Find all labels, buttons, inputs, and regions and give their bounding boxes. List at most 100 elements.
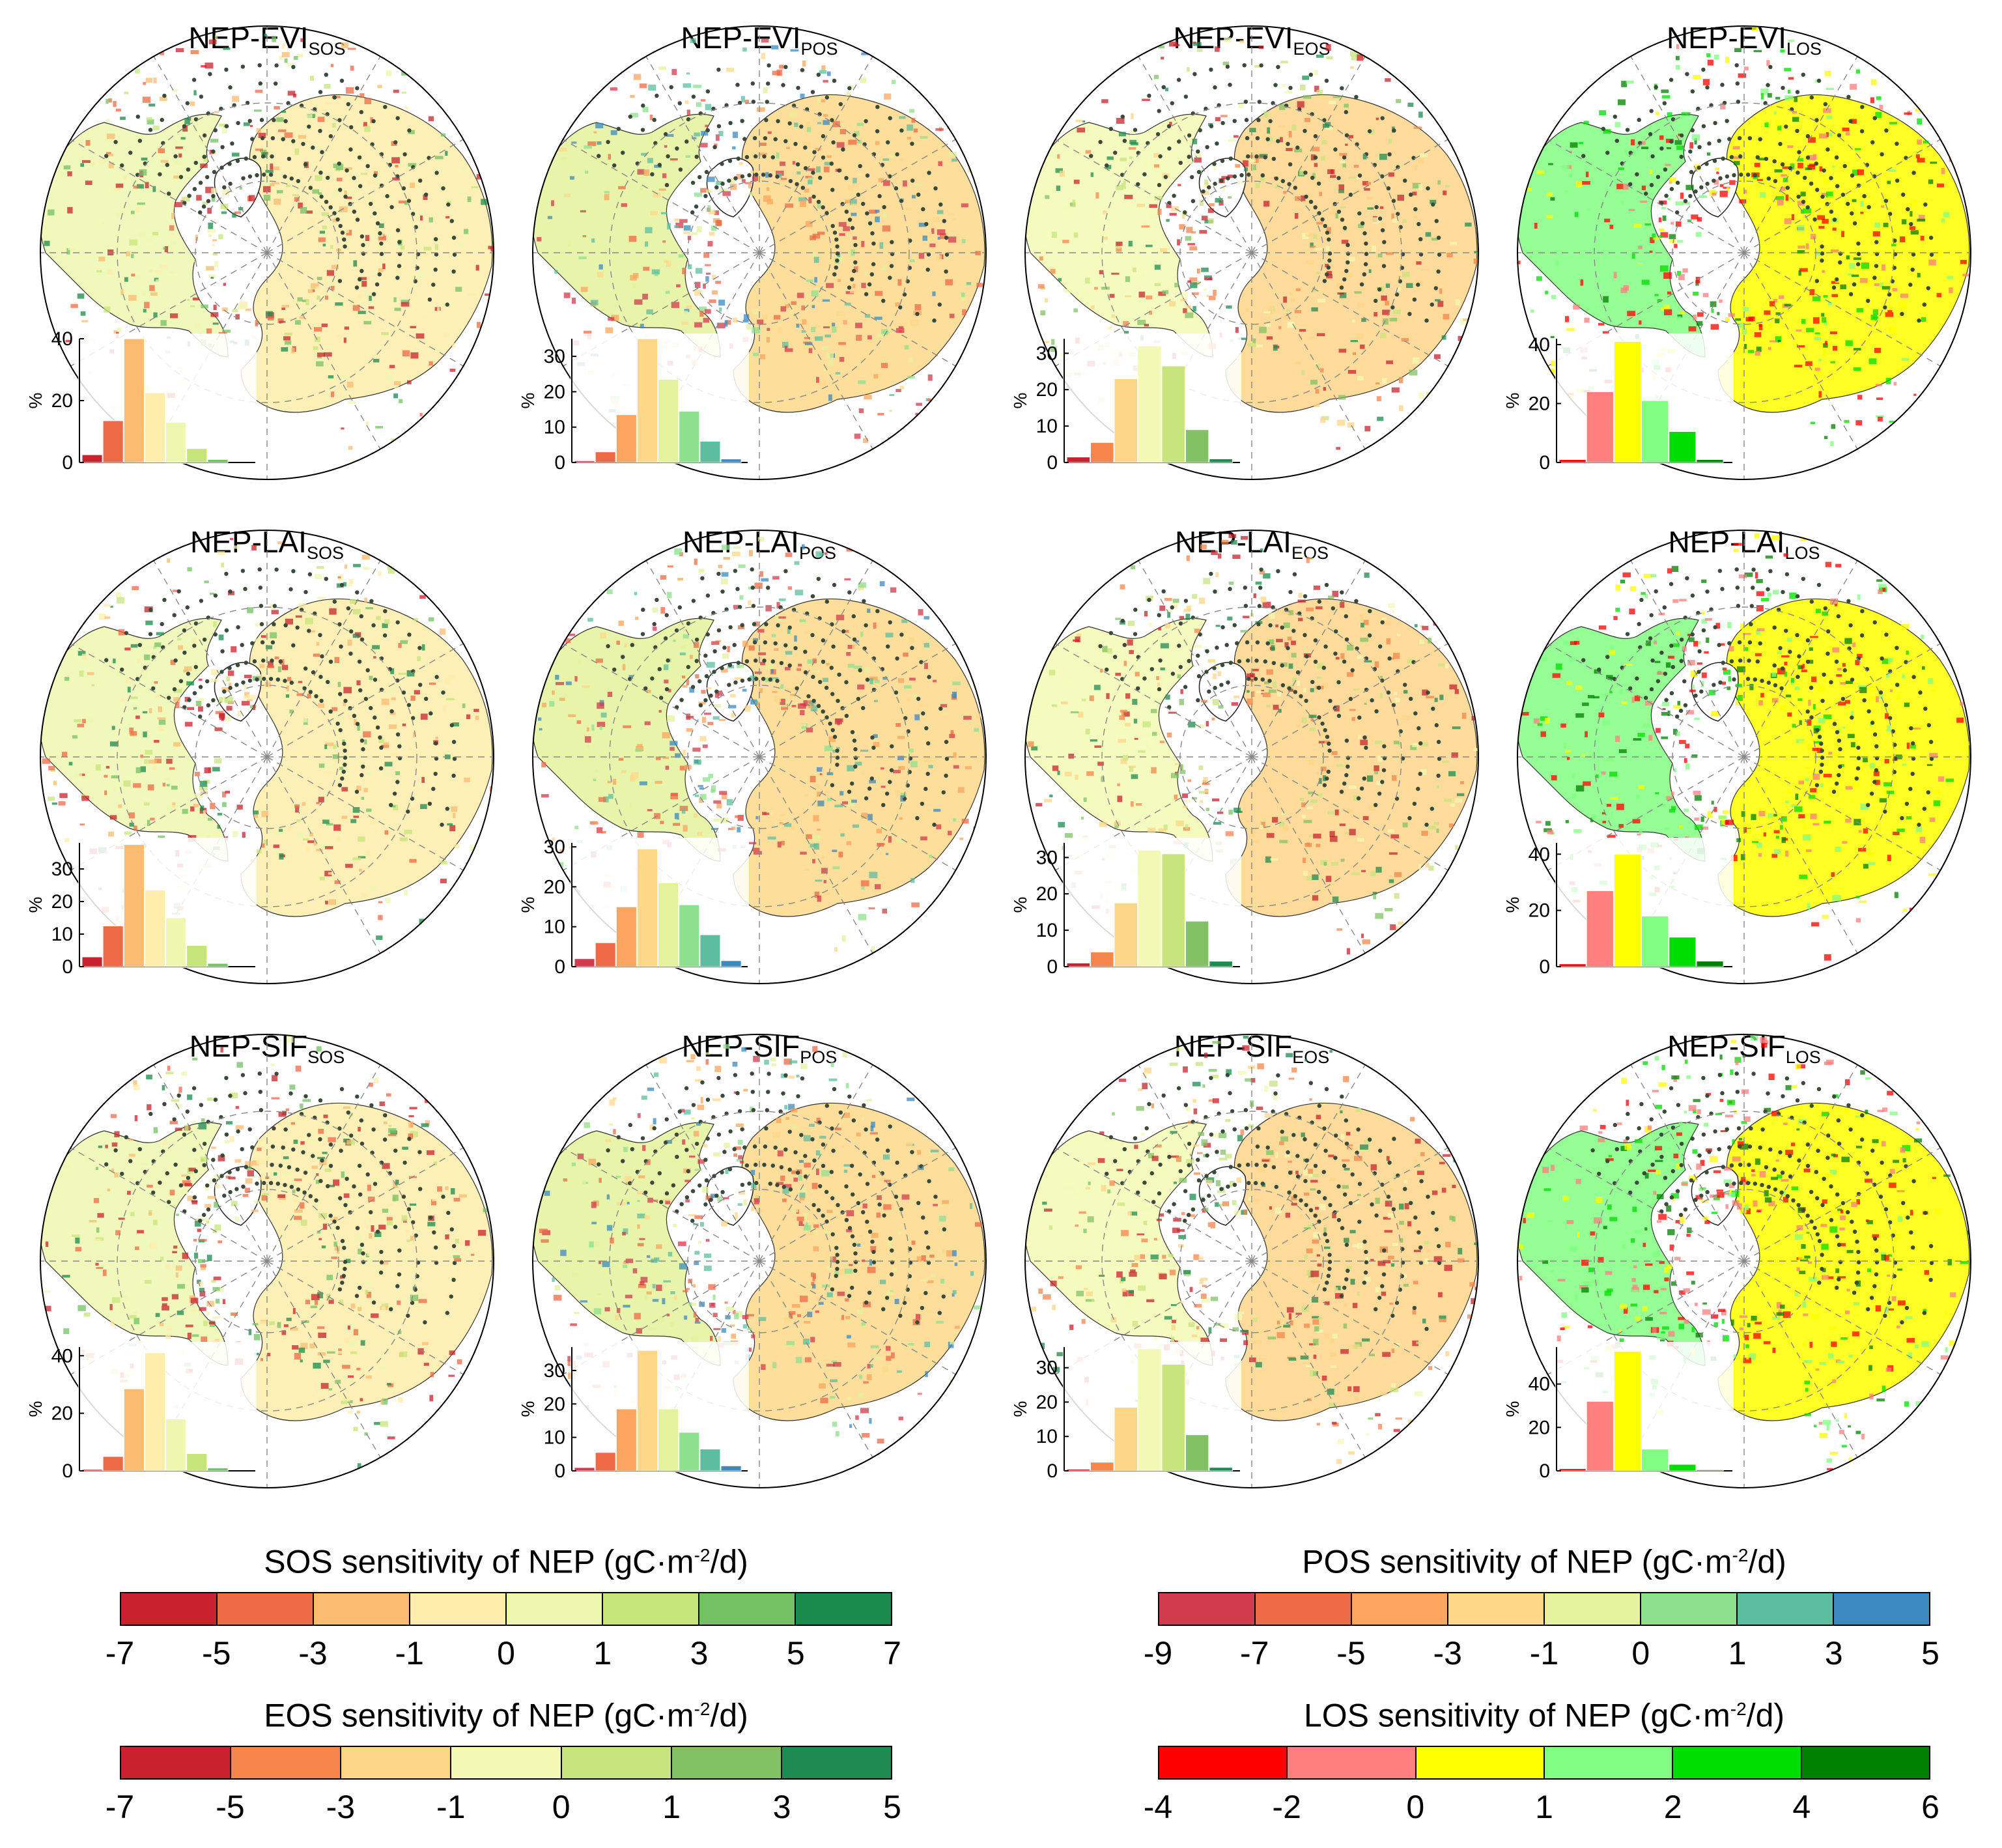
polar-map: 0 20 40% — [1502, 25, 1971, 480]
y-tick-label: 40 — [1529, 844, 1550, 865]
north-america-landmass — [1517, 113, 1706, 358]
legend-sos: SOS sensitivity of NEP (gC·m-2/d) -7 -5 -3… — [106, 1537, 901, 1687]
colorbar-swatch — [1352, 1593, 1448, 1625]
colorbar-tick-label: -1 — [395, 1635, 424, 1671]
colorbar-tick-label: 4 — [1792, 1789, 1811, 1825]
histogram-bar — [1138, 1348, 1162, 1471]
histogram-bar — [699, 934, 721, 967]
histogram-bar — [720, 960, 742, 967]
y-axis-label: % — [25, 1401, 46, 1417]
north-america-landmass — [40, 113, 229, 358]
histogram: 0 10 20 30% — [518, 334, 749, 474]
y-axis-label: % — [25, 897, 46, 913]
histogram-bar — [186, 945, 208, 967]
histogram-bar — [144, 1352, 165, 1471]
histogram-bar — [1613, 1351, 1642, 1471]
eurasia-landmass — [1717, 94, 1970, 413]
colorbar-tick-label: -3 — [298, 1635, 328, 1671]
polar-map: 0 20 40% — [1502, 1034, 1971, 1488]
north-america-landmass — [40, 1122, 229, 1366]
y-tick-label: 0 — [62, 452, 73, 474]
histogram-bar — [81, 454, 103, 463]
histogram-bar — [1066, 1468, 1090, 1471]
y-axis-label: % — [1502, 1401, 1523, 1417]
colorbar-swatch — [341, 1747, 452, 1778]
histogram-bar — [1641, 1449, 1669, 1471]
colorbar-swatch — [671, 1747, 782, 1778]
colorbar — [120, 1592, 892, 1626]
y-tick-label: 10 — [544, 917, 565, 938]
sensitivity-speckles — [537, 38, 983, 444]
histogram-bar — [1185, 1434, 1209, 1471]
y-tick-label: 40 — [1529, 334, 1550, 356]
map-area — [1517, 26, 1971, 479]
histogram-bar — [1114, 378, 1138, 463]
histogram: 0 10 20 30% — [1010, 1342, 1241, 1482]
histogram-bar — [144, 392, 165, 463]
colorbar — [120, 1746, 892, 1780]
y-tick-label: 20 — [51, 891, 73, 913]
colorbar-tick-label: 7 — [883, 1635, 901, 1671]
map-boundary — [40, 25, 494, 480]
histogram-bar — [1114, 902, 1138, 967]
histogram: 0 10 20 30% — [1010, 334, 1241, 474]
map-area — [40, 530, 494, 984]
histogram-bar — [1558, 459, 1586, 463]
colorbar-tick-label: 3 — [1824, 1635, 1843, 1671]
histogram-bar — [1185, 429, 1209, 463]
map-area — [40, 1034, 494, 1488]
map-area — [1025, 1034, 1478, 1488]
histogram-bar — [615, 414, 637, 463]
y-axis-label: % — [25, 393, 46, 409]
colorbar-swatch — [796, 1593, 891, 1625]
y-axis-label: % — [518, 393, 538, 409]
significance-dots — [597, 63, 950, 323]
histogram-bar — [615, 906, 637, 967]
panel-sif-eos: NEP-SIFEOS 0 10 20 30% — [1004, 1020, 1499, 1496]
y-tick-label: 30 — [51, 859, 73, 880]
colorbar-tick-label: -5 — [202, 1635, 231, 1671]
y-axis-label: % — [518, 1401, 538, 1417]
colorbar-swatch — [1673, 1747, 1802, 1778]
histogram-bar — [658, 882, 679, 967]
y-tick-label: 20 — [544, 876, 565, 898]
colorbar-swatch — [561, 1747, 672, 1778]
panel-lai-los: NEP-LAILOS 0 20 40% — [1497, 516, 1992, 991]
histogram-bar — [102, 1456, 124, 1471]
histogram-bar — [81, 956, 103, 967]
north-america-landmass — [40, 618, 229, 862]
histogram: 0 20 40% — [25, 328, 257, 474]
panel-lai-eos: NEP-LAIEOS0102030% — [1004, 516, 1499, 991]
graticule — [1517, 530, 1971, 984]
histogram-bar — [1558, 963, 1586, 967]
y-tick-label: 20 — [51, 390, 73, 412]
histogram-bar — [1138, 345, 1162, 463]
y-tick-label: 30 — [1036, 343, 1058, 364]
histogram-bar — [699, 440, 721, 463]
colorbar-swatch — [1416, 1747, 1545, 1778]
histogram-bar — [165, 1419, 187, 1471]
colorbar-swatch — [231, 1747, 342, 1778]
histogram-bar — [165, 917, 187, 967]
y-tick-label: 30 — [544, 346, 565, 367]
histogram-bar — [699, 1449, 721, 1471]
histogram-bar — [1161, 1363, 1185, 1471]
histogram-bar — [1138, 849, 1162, 967]
colorbar-tick-label: 6 — [1921, 1789, 1939, 1825]
colorbar-tick-label: -3 — [326, 1789, 356, 1825]
polar-map: 0 10 20 30% — [1010, 25, 1479, 480]
histogram-bar — [207, 459, 229, 463]
polar-map: 0 10 20 30% — [1010, 530, 1479, 984]
colorbar-swatch — [451, 1747, 562, 1778]
y-tick-label: 20 — [1529, 900, 1550, 922]
y-tick-label: 0 — [1539, 452, 1550, 474]
histogram-bar — [81, 1469, 103, 1471]
significance-dots — [606, 567, 950, 827]
y-tick-label: 0 — [1047, 452, 1058, 474]
graticule — [1517, 26, 1971, 479]
colorbar-swatch — [1256, 1593, 1352, 1625]
colorbar-swatch — [1641, 1593, 1738, 1625]
y-tick-label: 40 — [1529, 1374, 1550, 1395]
panel-sif-pos: NEP-SIFPOS 0 10 20 30% — [512, 1020, 1007, 1496]
y-axis-label: % — [518, 897, 538, 913]
